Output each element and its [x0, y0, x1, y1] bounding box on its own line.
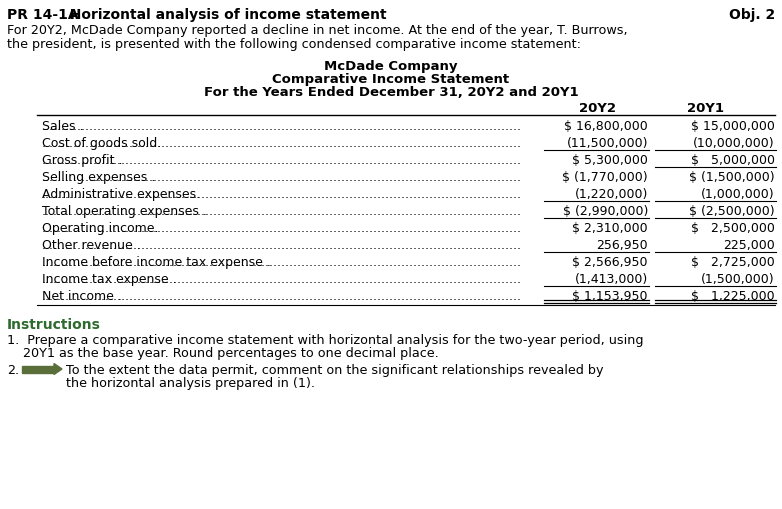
- Text: 256,950: 256,950: [597, 239, 648, 251]
- Text: Income before income tax expense .: Income before income tax expense .: [42, 256, 271, 268]
- Text: $ (2,500,000): $ (2,500,000): [690, 205, 775, 217]
- Text: Selling expenses .: Selling expenses .: [42, 171, 156, 184]
- Polygon shape: [54, 364, 62, 375]
- Text: McDade Company: McDade Company: [325, 60, 457, 73]
- Text: To the extent the data permit, comment on the significant relationships revealed: To the extent the data permit, comment o…: [66, 363, 604, 376]
- Text: Obj. 2: Obj. 2: [729, 8, 775, 22]
- Text: $ (1,770,000): $ (1,770,000): [562, 171, 648, 184]
- Text: Administrative expenses.: Administrative expenses.: [42, 188, 200, 201]
- Text: Total operating expenses .: Total operating expenses .: [42, 205, 207, 217]
- Text: (1,500,000): (1,500,000): [701, 272, 775, 286]
- Text: Net income .: Net income .: [42, 290, 122, 302]
- Text: (1,413,000): (1,413,000): [575, 272, 648, 286]
- Text: (10,000,000): (10,000,000): [694, 137, 775, 150]
- Text: $ (2,990,000): $ (2,990,000): [562, 205, 648, 217]
- Text: For 20Y2, McDade Company reported a decline in net income. At the end of the yea: For 20Y2, McDade Company reported a decl…: [7, 24, 628, 37]
- Text: ................................................................................: ........................................…: [42, 239, 522, 251]
- Text: Cost of goods sold.: Cost of goods sold.: [42, 137, 161, 150]
- Text: (1,220,000): (1,220,000): [575, 188, 648, 201]
- Text: Comparative Income Statement: Comparative Income Statement: [272, 73, 510, 86]
- Text: (11,500,000): (11,500,000): [566, 137, 648, 150]
- Text: Other revenue .: Other revenue .: [42, 239, 141, 251]
- Text: Gross profit .: Gross profit .: [42, 154, 123, 166]
- Text: ................................................................................: ........................................…: [42, 120, 522, 133]
- Text: the horizontal analysis prepared in (1).: the horizontal analysis prepared in (1).: [66, 376, 315, 389]
- Text: $   2,725,000: $ 2,725,000: [691, 256, 775, 268]
- Text: ................................................................................: ........................................…: [42, 188, 522, 201]
- Text: 20Y2: 20Y2: [579, 102, 616, 115]
- Text: $   2,500,000: $ 2,500,000: [691, 221, 775, 235]
- Text: $ 16,800,000: $ 16,800,000: [565, 120, 648, 133]
- Text: $ 1,153,950: $ 1,153,950: [572, 290, 648, 302]
- Text: 2.: 2.: [7, 363, 19, 376]
- Text: PR 14-1A: PR 14-1A: [7, 8, 79, 22]
- Text: Instructions: Instructions: [7, 318, 101, 331]
- Text: Income tax expense .: Income tax expense .: [42, 272, 177, 286]
- Text: ................................................................................: ........................................…: [42, 205, 522, 217]
- Text: the president, is presented with the following condensed comparative income stat: the president, is presented with the fol…: [7, 38, 581, 51]
- Text: 20Y1 as the base year. Round percentages to one decimal place.: 20Y1 as the base year. Round percentages…: [7, 346, 439, 359]
- Text: ................................................................................: ........................................…: [42, 290, 522, 302]
- Text: Sales .: Sales .: [42, 120, 84, 133]
- Text: Operating income.: Operating income.: [42, 221, 159, 235]
- Text: ................................................................................: ........................................…: [42, 221, 522, 235]
- Text: ................................................................................: ........................................…: [42, 171, 522, 184]
- Text: $   1,225,000: $ 1,225,000: [691, 290, 775, 302]
- Text: ................................................................................: ........................................…: [42, 256, 522, 268]
- Text: $ 15,000,000: $ 15,000,000: [691, 120, 775, 133]
- Text: $ 2,310,000: $ 2,310,000: [572, 221, 648, 235]
- Text: 1.  Prepare a comparative income statement with horizontal analysis for the two-: 1. Prepare a comparative income statemen…: [7, 333, 644, 346]
- Text: $ 5,300,000: $ 5,300,000: [572, 154, 648, 166]
- Text: $ (1,500,000): $ (1,500,000): [690, 171, 775, 184]
- Text: $ 2,566,950: $ 2,566,950: [572, 256, 648, 268]
- Text: For the Years Ended December 31, 20Y2 and 20Y1: For the Years Ended December 31, 20Y2 an…: [203, 86, 579, 99]
- Text: 20Y1: 20Y1: [687, 102, 724, 115]
- Bar: [22, 366, 54, 373]
- Text: 225,000: 225,000: [723, 239, 775, 251]
- Text: (1,000,000): (1,000,000): [701, 188, 775, 201]
- Text: ................................................................................: ........................................…: [42, 137, 522, 150]
- Text: Horizontal analysis of income statement: Horizontal analysis of income statement: [60, 8, 386, 22]
- Text: ................................................................................: ........................................…: [42, 154, 522, 166]
- Text: $   5,000,000: $ 5,000,000: [691, 154, 775, 166]
- Text: ................................................................................: ........................................…: [42, 272, 522, 286]
